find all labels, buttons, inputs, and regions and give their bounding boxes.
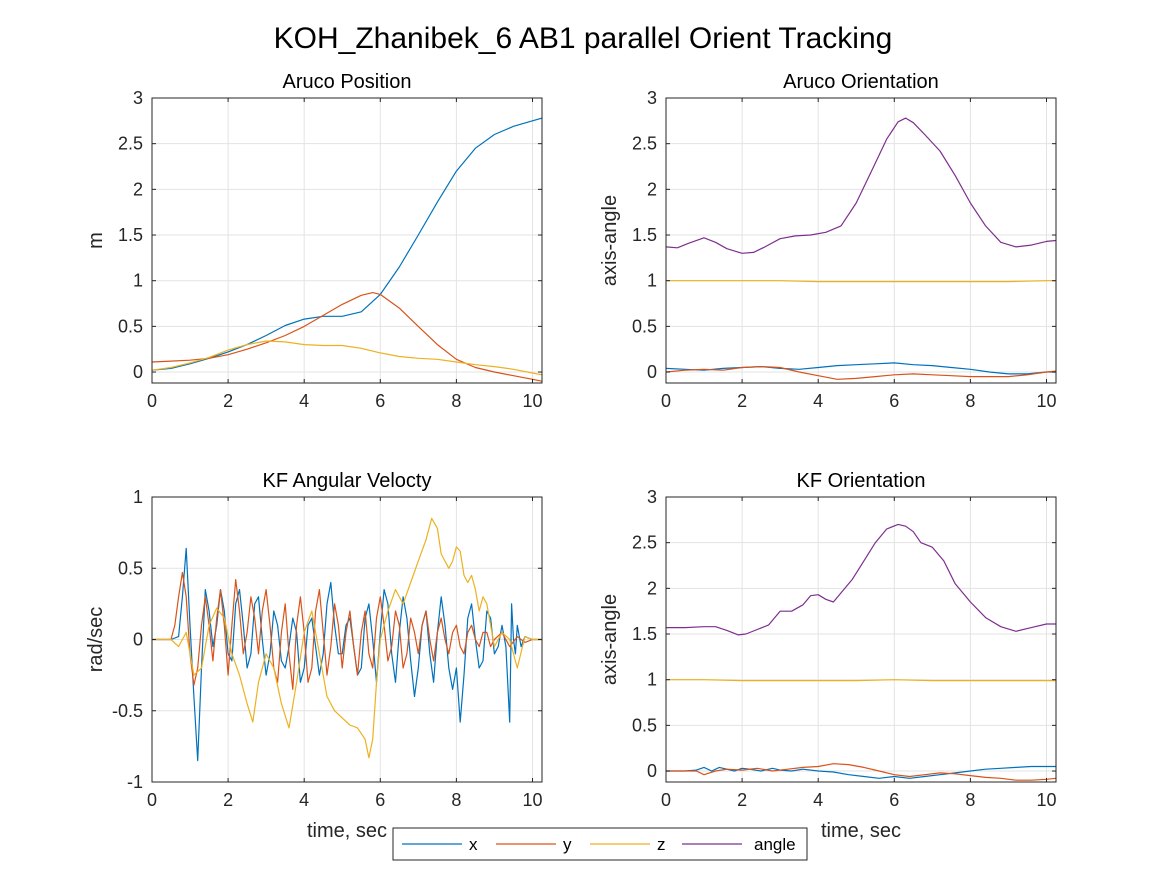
kf-orientation-xtick-label: 2 (737, 790, 747, 810)
kf-orientation-axes-box (665, 496, 1057, 783)
kf-orientation-xtick-label: 4 (813, 790, 823, 810)
kf-orientation-ytick-label: 2.5 (632, 533, 657, 553)
kf-orientation-xlabel: time, sec (821, 820, 901, 842)
aruco-position-line-x (152, 117, 542, 371)
aruco-position-line-y (152, 292, 542, 382)
aruco-position-plot-area (152, 98, 542, 383)
kf-orientation-plot-area (666, 497, 1056, 782)
kf-angular-velocity-ytick-label: 1 (133, 487, 143, 507)
kf-orientation-ytick-label: 2 (647, 578, 657, 598)
kf-orientation-ytick-label: 1.5 (632, 624, 657, 644)
aruco-position-ytick-label: 0.5 (118, 316, 143, 336)
kf-orientation-xtick-label: 8 (965, 790, 975, 810)
kf-orientation-line-angle (666, 523, 1056, 636)
legend: x y z angle (392, 827, 808, 861)
aruco-orientation-axes: 0 2 4 6 8 10 0 0.5 1 1.5 2 2.5 3 Aruco Orientation axi… (599, 71, 1057, 411)
aruco-orientation-axes-box (665, 97, 1057, 384)
aruco-position-xtick-label: 4 (299, 391, 309, 411)
aruco-position-axes: 0 2 4 6 8 10 0 0.5 1 1.5 2 2.5 3 Aruco Position m (85, 71, 543, 411)
aruco-position-ytick-label: 0 (133, 362, 143, 382)
kf-angular-velocity-xtick-label: 2 (223, 790, 233, 810)
kf-angular-velocity-xtick-label: 6 (375, 790, 385, 810)
aruco-orientation-ytick-label: 3 (647, 88, 657, 108)
aruco-orientation-line-z (666, 280, 1056, 283)
aruco-orientation-title: Aruco Orientation (783, 71, 939, 93)
kf-orientation-line-y (666, 763, 1056, 781)
aruco-orientation-xtick-label: 2 (737, 391, 747, 411)
kf-angular-velocity-ytick-label: 0.5 (118, 558, 143, 578)
aruco-orientation-ytick-label: 0 (647, 362, 657, 382)
aruco-orientation-plot-area (666, 98, 1056, 383)
kf-orientation-ytick-label: 0 (647, 761, 657, 781)
kf-angular-velocity-line-y (152, 571, 542, 690)
kf-orientation-ytick-label: 3 (647, 487, 657, 507)
kf-orientation-line-x (666, 765, 1056, 779)
legend-label-y: y (563, 835, 572, 854)
kf-orientation-xtick-label: 0 (661, 790, 671, 810)
kf-angular-velocity-ylabel: rad/sec (85, 607, 107, 673)
aruco-position-ylabel: m (85, 232, 107, 249)
aruco-orientation-ytick-label: 0.5 (632, 316, 657, 336)
aruco-position-ytick-label: 3 (133, 88, 143, 108)
kf-angular-velocity-ytick-label: 0 (133, 630, 143, 650)
kf-angular-velocity-axes: 0 2 4 6 8 10 -1 -0.5 0 0.5 1 KF Angular Velocty rad/… (85, 470, 543, 842)
aruco-orientation-ytick-label: 1.5 (632, 225, 657, 245)
kf-angular-velocity-line-z (152, 517, 542, 759)
aruco-position-ytick-label: 1.5 (118, 225, 143, 245)
kf-angular-velocity-xtick-label: 8 (451, 790, 461, 810)
kf-orientation-ytick-label: 0.5 (632, 715, 657, 735)
aruco-orientation-line-angle (666, 117, 1056, 254)
aruco-orientation-ytick-label: 2.5 (632, 134, 657, 154)
kf-angular-velocity-xtick-label: 0 (147, 790, 157, 810)
kf-orientation-xtick-label: 6 (889, 790, 899, 810)
kf-orientation-line-z (666, 679, 1056, 682)
kf-angular-velocity-xtick-label: 10 (522, 790, 542, 810)
legend-label-angle: angle (754, 835, 796, 854)
aruco-orientation-line-y (666, 366, 1056, 380)
aruco-position-xtick-label: 10 (522, 391, 542, 411)
kf-orientation-xtick-label: 10 (1036, 790, 1056, 810)
aruco-position-xtick-label: 0 (147, 391, 157, 411)
aruco-position-title: Aruco Position (283, 71, 412, 93)
aruco-position-series-group (152, 117, 542, 382)
kf-angular-velocity-series-group (152, 517, 542, 762)
aruco-orientation-ytick-label: 1 (647, 271, 657, 291)
aruco-position-xtick-label: 2 (223, 391, 233, 411)
kf-orientation-ytick-label: 1 (647, 670, 657, 690)
kf-orientation-title: KF Orientation (797, 470, 926, 492)
aruco-position-ytick-label: 2 (133, 179, 143, 199)
aruco-position-line-z (152, 340, 542, 376)
legend-label-x: x (469, 835, 478, 854)
aruco-orientation-ytick-label: 2 (647, 179, 657, 199)
aruco-orientation-xtick-label: 8 (965, 391, 975, 411)
kf-orientation-axes: 0 2 4 6 8 10 0 0.5 1 1.5 2 2.5 3 KF Orientation axis-a… (599, 470, 1057, 842)
aruco-position-ytick-label: 1 (133, 271, 143, 291)
aruco-position-xtick-label: 6 (375, 391, 385, 411)
kf-orientation-ylabel: axis-angle (599, 594, 621, 685)
aruco-orientation-series-group (666, 117, 1056, 380)
aruco-orientation-xtick-label: 4 (813, 391, 823, 411)
aruco-orientation-xtick-label: 0 (661, 391, 671, 411)
aruco-position-axes-box (151, 97, 543, 384)
legend-label-z: z (657, 835, 666, 854)
aruco-orientation-xtick-label: 6 (889, 391, 899, 411)
aruco-orientation-ylabel: axis-angle (599, 195, 621, 286)
aruco-position-xtick-label: 8 (451, 391, 461, 411)
kf-angular-velocity-title: KF Angular Velocty (263, 470, 432, 492)
aruco-orientation-xtick-label: 10 (1036, 391, 1056, 411)
aruco-orientation-line-x (666, 362, 1056, 375)
kf-angular-velocity-xtick-label: 4 (299, 790, 309, 810)
kf-orientation-series-group (666, 523, 1056, 781)
kf-angular-velocity-ytick-label: -1 (127, 772, 143, 792)
kf-angular-velocity-xlabel: time, sec (307, 820, 387, 842)
figure-title: KOH_Zhanibek_6 AB1 parallel Orient Track… (274, 22, 893, 55)
kf-angular-velocity-ytick-label: -0.5 (112, 701, 143, 721)
aruco-position-ytick-label: 2.5 (118, 134, 143, 154)
